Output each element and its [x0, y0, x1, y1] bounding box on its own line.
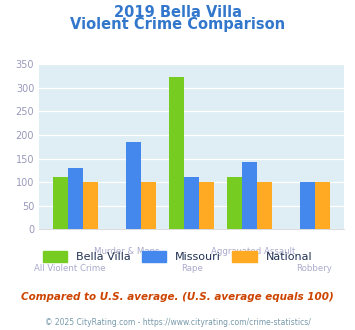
Bar: [227, 178, 242, 229]
Text: All Violent Crime: All Violent Crime: [34, 264, 105, 273]
Text: Aggravated Assault: Aggravated Assault: [211, 248, 295, 256]
Bar: [315, 182, 331, 229]
Text: Murder & Mans...: Murder & Mans...: [94, 248, 168, 256]
Text: Violent Crime Comparison: Violent Crime Comparison: [70, 16, 285, 31]
Bar: [126, 142, 141, 229]
Text: 2019 Bella Villa: 2019 Bella Villa: [114, 5, 241, 20]
Bar: [300, 182, 315, 229]
Bar: [68, 168, 83, 229]
Legend: Bella Villa, Missouri, National: Bella Villa, Missouri, National: [38, 247, 317, 267]
Text: Rape: Rape: [181, 264, 203, 273]
Bar: [184, 177, 199, 229]
Bar: [169, 77, 184, 229]
Bar: [242, 162, 257, 229]
Bar: [199, 182, 214, 229]
Text: Robbery: Robbery: [296, 264, 332, 273]
Bar: [53, 178, 68, 229]
Bar: [141, 182, 156, 229]
Bar: [257, 182, 272, 229]
Bar: [83, 182, 98, 229]
Text: © 2025 CityRating.com - https://www.cityrating.com/crime-statistics/: © 2025 CityRating.com - https://www.city…: [45, 318, 310, 327]
Text: Compared to U.S. average. (U.S. average equals 100): Compared to U.S. average. (U.S. average …: [21, 292, 334, 302]
